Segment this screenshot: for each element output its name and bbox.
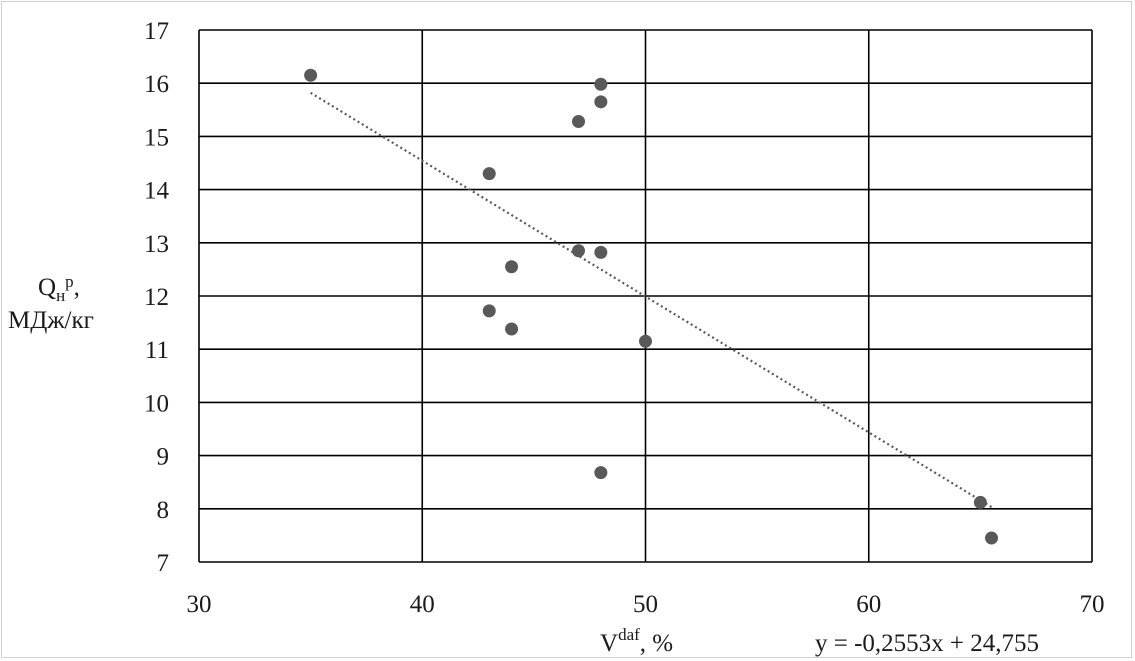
y-tick-labels: 7 8 9 10 11 12 13 14 15 16 17 [144,18,170,577]
y-tick-label: 7 [157,550,170,577]
y-axis-label-sup: р [65,272,74,291]
y-tick-label: 15 [144,124,169,151]
x-axis-label: Vdaf, % [600,625,673,657]
y-tick-label: 16 [144,71,169,98]
data-point [594,77,608,91]
trendline [310,91,993,508]
x-tick-label: 70 [1080,591,1105,618]
data-point [505,322,519,336]
x-tick-label: 50 [633,591,658,618]
data-point [594,245,608,259]
data-point [482,304,496,318]
x-tick-label: 30 [187,591,212,618]
x-tick-label: 60 [856,591,881,618]
y-tick-label: 12 [144,284,169,311]
data-point [594,466,608,480]
y-tick-label: 10 [144,390,169,417]
data-points [304,68,999,545]
data-point [639,334,652,348]
data-point [572,244,586,258]
data-point [304,68,318,82]
data-point [594,95,608,109]
y-axis-label-line2: МДж/кг [8,307,94,334]
gridlines [198,29,1093,563]
x-axis-label-rest: , % [640,630,673,657]
data-point [482,167,496,181]
x-tick-labels: 30 40 50 60 70 [187,591,1105,618]
y-tick-label: 9 [157,444,170,471]
trendline-layer [310,91,993,508]
data-point [505,260,519,274]
y-tick-label: 17 [144,18,169,45]
data-point [973,495,987,509]
data-point [985,531,999,545]
x-axis-label-sup: daf [618,625,640,644]
y-axis-label: Qнр, [38,272,80,305]
x-tick-label: 40 [410,591,435,618]
y-tick-label: 13 [144,231,169,258]
x-axis-label-main: V [600,630,618,657]
y-axis-label-main: Q [38,274,56,301]
y-tick-label: 11 [145,337,169,364]
y-tick-label: 14 [144,178,170,205]
trendline-equation: y = -0,2553x + 24,755 [815,630,1039,657]
y-axis-label-rest: , [74,274,80,301]
y-tick-label: 8 [157,497,170,524]
y-axis-label-sub: н [56,286,65,305]
data-point [572,115,586,129]
